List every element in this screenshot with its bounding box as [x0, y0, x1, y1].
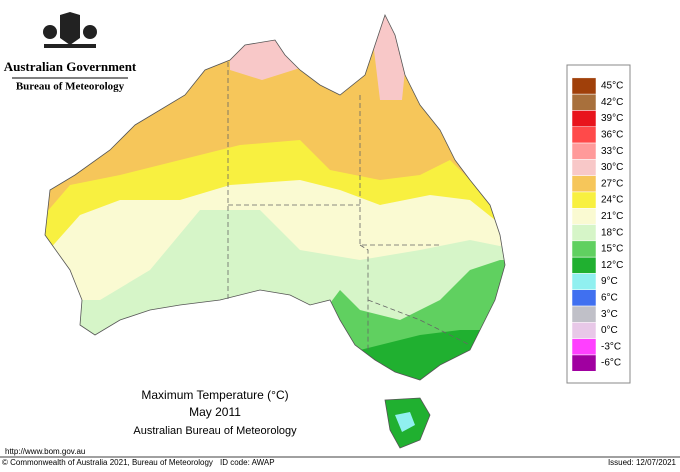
footer-copyright: © Commonwealth of Australia 2021, Bureau… [2, 458, 213, 467]
legend-label: 0°C [601, 325, 618, 336]
legend-label: 45°C [601, 81, 623, 92]
legend-label: 33°C [601, 146, 623, 157]
legend-swatch [571, 191, 597, 209]
legend-label: 36°C [601, 130, 623, 141]
legend-swatch [571, 273, 597, 291]
crest [43, 12, 97, 48]
legend-swatch [571, 208, 597, 225]
agency-name: Bureau of Meteorology [16, 81, 125, 93]
legend-label: 12°C [601, 260, 623, 271]
map-source: Australian Bureau of Meteorology [133, 425, 297, 437]
footer-id-code: ID code: AWAP [220, 458, 275, 467]
state-borders [227, 62, 471, 350]
legend-label: 39°C [601, 113, 623, 124]
legend-swatch [571, 256, 597, 274]
legend-label: 21°C [601, 211, 623, 222]
legend-swatch [571, 110, 597, 127]
legend-swatch [571, 354, 597, 372]
legend-swatch [571, 175, 597, 193]
footer-issued: Issued: 12/07/2021 [608, 458, 677, 467]
legend-label: 18°C [601, 227, 623, 238]
map-title: Maximum Temperature (°C) [141, 388, 288, 402]
legend-label: 9°C [601, 276, 618, 287]
coastline [44, 13, 506, 449]
legend-label: 27°C [601, 178, 623, 189]
legend-label: 3°C [601, 309, 618, 320]
map-period: May 2011 [189, 405, 241, 419]
legend-swatch [571, 159, 597, 176]
legend: 45°C 42°C 39°C 36°C 33°C 30°C 27°C 24°C 21°C 18°C… [571, 77, 623, 372]
legend-label: 6°C [601, 293, 618, 304]
legend-swatch [571, 289, 597, 307]
legend-swatch [571, 77, 597, 95]
legend-swatch [571, 126, 597, 144]
legend-swatch [571, 240, 597, 258]
legend-swatch [571, 322, 597, 339]
government-name: Australian Government [4, 59, 137, 74]
footer-url: http://www.bom.gov.au [5, 447, 85, 456]
legend-label: 15°C [601, 244, 623, 255]
legend-label: -6°C [601, 358, 621, 369]
legend-swatch [571, 224, 597, 242]
legend-swatch [571, 142, 597, 160]
legend-swatch [571, 338, 597, 356]
legend-swatch [571, 305, 597, 323]
legend-label: 30°C [601, 162, 623, 173]
legend-label: 24°C [601, 195, 623, 206]
legend-label: 42°C [601, 97, 623, 108]
legend-label: -3°C [601, 341, 621, 352]
legend-swatch [571, 93, 597, 111]
